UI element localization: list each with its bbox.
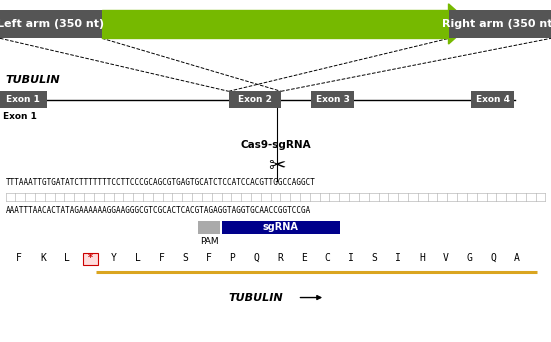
Text: I: I xyxy=(396,252,401,263)
FancyBboxPatch shape xyxy=(0,10,102,38)
Text: Exon 2: Exon 2 xyxy=(238,95,272,104)
Text: L: L xyxy=(135,252,141,263)
Text: Y: Y xyxy=(111,252,117,263)
Text: TTTAAATTGTGATATCTTTTTTTCCTTCCCGCAGCGTGAGTGCATCTCCATCCACGTTGGCCAGGCT: TTTAAATTGTGATATCTTTTTTTCCTTCCCGCAGCGTGAG… xyxy=(6,179,315,187)
Text: Cas9-sgRNA: Cas9-sgRNA xyxy=(240,140,311,150)
Text: S: S xyxy=(372,252,377,263)
Text: A: A xyxy=(514,252,520,263)
Text: P: P xyxy=(230,252,235,263)
Text: ✂: ✂ xyxy=(268,156,286,176)
FancyBboxPatch shape xyxy=(222,221,340,234)
Text: E: E xyxy=(301,252,306,263)
Polygon shape xyxy=(449,4,471,44)
Text: AAATTTAACACTATAGAAAAAAGGAAGGGCGTCGCACTCACGTAGAGGTAGGTGCAACCGGTCCGA: AAATTTAACACTATAGAAAAAAGGAAGGGCGTCGCACTCA… xyxy=(6,206,311,215)
FancyBboxPatch shape xyxy=(311,91,354,108)
Text: TUBULIN: TUBULIN xyxy=(6,75,60,86)
Text: Exon 3: Exon 3 xyxy=(316,95,350,104)
Text: K: K xyxy=(40,252,46,263)
Text: C: C xyxy=(325,252,330,263)
Text: Right arm (350 nt): Right arm (350 nt) xyxy=(442,19,551,29)
Text: G: G xyxy=(467,252,472,263)
Text: Left arm (350 nt): Left arm (350 nt) xyxy=(0,19,105,29)
Text: Q: Q xyxy=(253,252,259,263)
FancyBboxPatch shape xyxy=(0,91,47,108)
Text: TUBULIN: TUBULIN xyxy=(229,292,283,303)
Text: *: * xyxy=(88,252,93,263)
FancyBboxPatch shape xyxy=(198,221,220,234)
Text: I: I xyxy=(348,252,354,263)
Text: Exon 1: Exon 1 xyxy=(7,95,40,104)
Text: Exon 1: Exon 1 xyxy=(3,112,36,121)
Text: L: L xyxy=(64,252,69,263)
Text: F: F xyxy=(206,252,212,263)
Text: PAM: PAM xyxy=(200,237,219,246)
Text: Q: Q xyxy=(490,252,496,263)
Text: R: R xyxy=(277,252,283,263)
Text: S: S xyxy=(182,252,188,263)
FancyBboxPatch shape xyxy=(83,253,98,265)
FancyBboxPatch shape xyxy=(229,91,281,108)
Text: F: F xyxy=(17,252,22,263)
Text: sgRNA: sgRNA xyxy=(263,222,299,233)
Text: Exon 4: Exon 4 xyxy=(476,95,510,104)
Text: H: H xyxy=(419,252,425,263)
FancyBboxPatch shape xyxy=(449,10,551,38)
Text: F: F xyxy=(159,252,164,263)
Text: V: V xyxy=(443,252,449,263)
FancyBboxPatch shape xyxy=(471,91,514,108)
